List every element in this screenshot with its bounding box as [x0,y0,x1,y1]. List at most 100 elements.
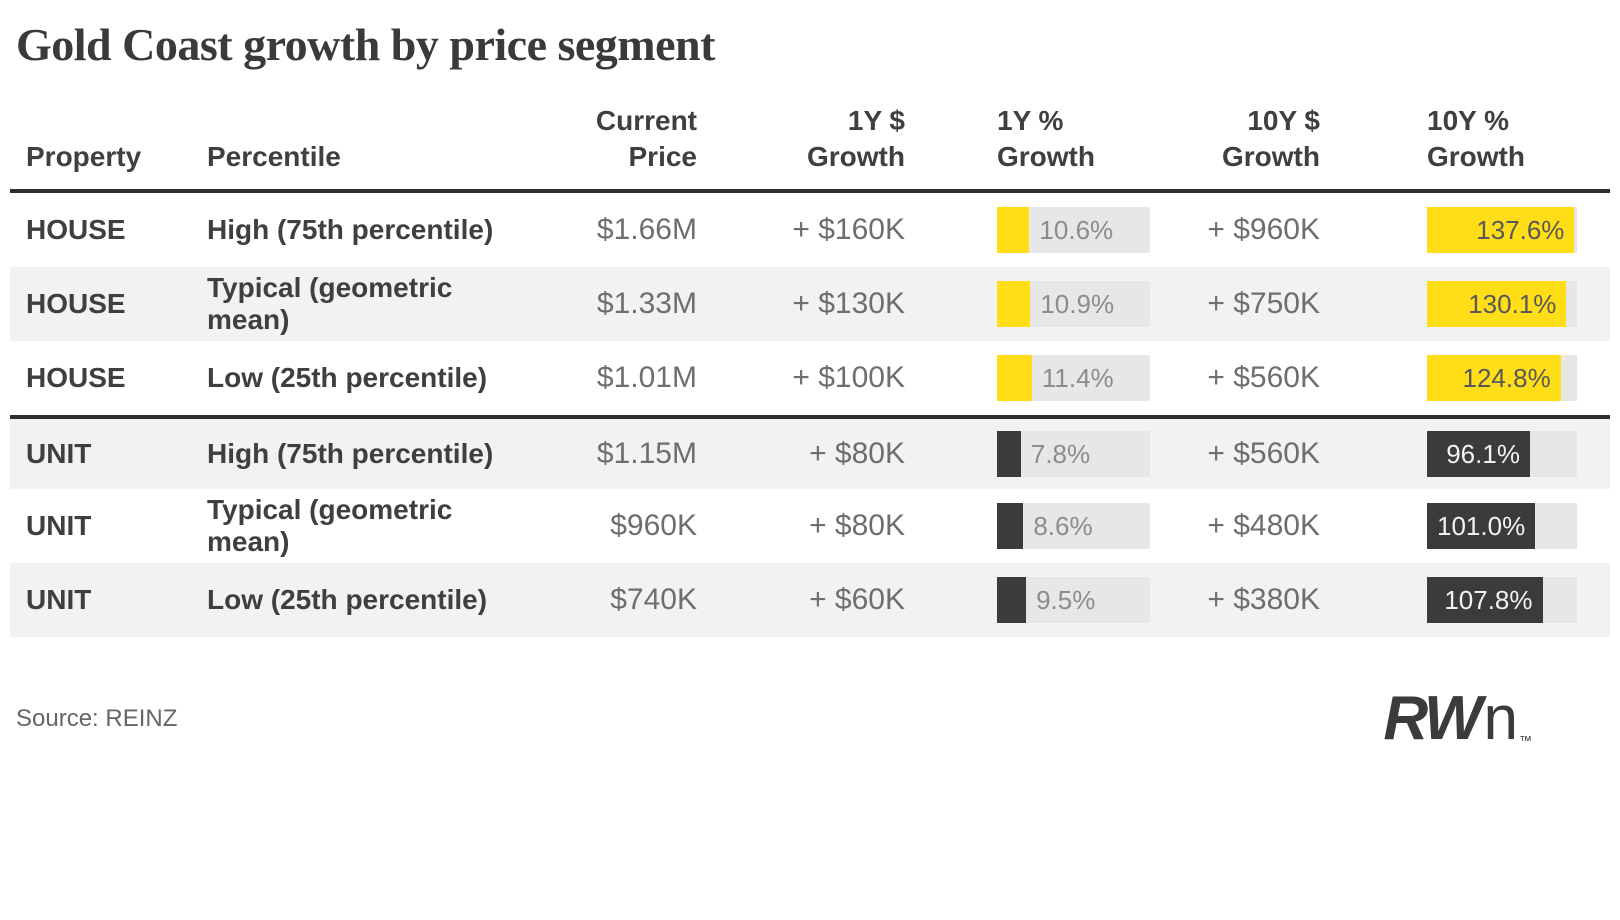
10y-pct-growth-cell: 130.1% [1375,281,1610,327]
current-price-cell: $1.15M [596,437,697,470]
1y-pct-bar-label: 8.6% [1033,510,1093,541]
current-price-cell: $1.01M [596,361,697,394]
property-cell: UNIT [26,438,92,469]
header-10y-dollar-growth: 10Y $ Growth [1222,105,1320,173]
percentile-cell: Low (25th percentile) [207,362,488,393]
1y-pct-bar-label: 11.4% [1041,362,1114,393]
current-price-cell: $740K [610,583,697,616]
header-property: Property [26,141,142,173]
header-percentile: Percentile [207,141,341,173]
10y-dollar-growth-cell: + $480K [1207,509,1320,542]
percentile-cell: Typical (geometric mean) [207,272,453,335]
source-label: Source: REINZ [16,704,178,732]
10y-pct-bar: 101.0% [1427,503,1577,549]
1y-pct-bar-label: 7.8% [1030,438,1091,469]
10y-pct-bar-fill: 130.1% [1427,281,1567,327]
rwn-logo: RW n ™ [1383,683,1532,754]
10y-pct-bar: 96.1% [1427,431,1577,477]
1y-pct-bar-fill [997,431,1021,477]
1y-pct-bar-fill [997,577,1027,623]
10y-pct-growth-cell: 124.8% [1375,355,1610,401]
1y-pct-bar-fill [997,281,1031,327]
current-price-cell: $960K [610,509,697,542]
1y-pct-bar: 7.8% [997,431,1150,477]
1y-pct-bar: 9.5% [997,577,1150,623]
10y-pct-growth-cell: 96.1% [1375,431,1610,477]
rwn-logo-bold: RW [1383,684,1482,753]
1y-pct-bar: 8.6% [997,503,1150,549]
10y-pct-bar-label: 137.6% [1476,214,1565,245]
1y-pct-bar: 10.9% [997,281,1150,327]
10y-pct-growth-cell: 101.0% [1375,503,1610,549]
header-10y-pct-growth: 10Y % Growth [1427,105,1525,173]
10y-pct-growth-cell: 137.6% [1375,207,1610,253]
1y-pct-bar-fill [997,503,1024,549]
rwn-logo-light: n [1483,684,1518,753]
10y-pct-bar-fill: 107.8% [1427,577,1543,623]
percentile-cell: High (75th percentile) [207,438,494,469]
1y-pct-growth-cell: 11.4% [920,355,1165,401]
1y-pct-growth-cell: 10.6% [920,207,1165,253]
table-row: HOUSE Typical (geometric mean) $1.33M + … [10,267,1610,341]
1y-pct-bar-label: 10.6% [1039,214,1114,245]
page-title: Gold Coast growth by price segment [16,19,715,70]
property-cell: HOUSE [26,214,126,245]
10y-pct-bar-fill: 137.6% [1427,207,1575,253]
1y-pct-growth-cell: 8.6% [920,503,1165,549]
property-cell: UNIT [26,510,92,541]
header-current-price: Current Price [595,105,697,173]
10y-pct-bar-label: 101.0% [1437,510,1526,541]
1y-dollar-growth-cell: + $80K [809,509,905,542]
10y-dollar-growth-cell: + $560K [1207,437,1320,470]
1y-pct-bar: 11.4% [997,355,1150,401]
table-row: UNIT Low (25th percentile) $740K + $60K … [10,563,1610,637]
1y-pct-growth-cell: 7.8% [920,431,1165,477]
1y-pct-bar: 10.6% [997,207,1150,253]
1y-pct-bar-label: 10.9% [1040,288,1115,319]
header-1y-pct-growth: 1Y % Growth [997,105,1095,173]
property-cell: HOUSE [26,288,126,319]
10y-dollar-growth-cell: + $380K [1207,583,1320,616]
1y-pct-bar-fill [997,207,1030,253]
10y-pct-bar: 124.8% [1427,355,1577,401]
10y-pct-bar-fill: 96.1% [1427,431,1530,477]
10y-dollar-growth-cell: + $560K [1207,361,1320,394]
10y-pct-bar-fill: 124.8% [1427,355,1561,401]
10y-pct-bar-label: 130.1% [1468,288,1557,319]
10y-pct-bar: 137.6% [1427,207,1577,253]
1y-pct-growth-cell: 10.9% [920,281,1165,327]
1y-dollar-growth-cell: + $130K [792,287,905,320]
percentile-cell: Typical (geometric mean) [207,494,453,557]
1y-dollar-growth-cell: + $80K [809,437,905,470]
10y-pct-bar-label: 96.1% [1446,438,1520,469]
current-price-cell: $1.66M [596,213,697,246]
percentile-cell: Low (25th percentile) [207,584,488,615]
10y-pct-bar-fill: 101.0% [1427,503,1536,549]
10y-pct-bar: 107.8% [1427,577,1577,623]
10y-pct-bar-label: 124.8% [1462,362,1551,393]
10y-dollar-growth-cell: + $960K [1207,213,1320,246]
table-row: UNIT Typical (geometric mean) $960K + $8… [10,489,1610,563]
10y-pct-bar: 130.1% [1427,281,1577,327]
1y-dollar-growth-cell: + $100K [792,361,905,394]
table-row: HOUSE High (75th percentile) $1.66M + $1… [10,193,1610,267]
10y-pct-bar-label: 107.8% [1444,584,1533,615]
1y-pct-bar-label: 9.5% [1036,584,1096,615]
1y-dollar-growth-cell: + $60K [809,583,905,616]
1y-pct-growth-cell: 9.5% [920,577,1165,623]
growth-table: Property Percentile Current Price 1Y $ G… [10,97,1610,637]
1y-pct-bar-fill [997,355,1032,401]
current-price-cell: $1.33M [596,287,697,320]
footer: Source: REINZ RW n ™ [16,683,1532,754]
percentile-cell: High (75th percentile) [207,214,494,245]
10y-dollar-growth-cell: + $750K [1207,287,1320,320]
table-body: HOUSE High (75th percentile) $1.66M + $1… [10,193,1610,637]
1y-dollar-growth-cell: + $160K [792,213,905,246]
table-row: HOUSE Low (25th percentile) $1.01M + $10… [10,341,1610,415]
trademark-symbol: ™ [1519,733,1532,748]
property-cell: HOUSE [26,362,126,393]
header-1y-dollar-growth: 1Y $ Growth [807,105,905,173]
property-cell: UNIT [26,584,92,615]
table-header-row: Property Percentile Current Price 1Y $ G… [10,97,1610,193]
